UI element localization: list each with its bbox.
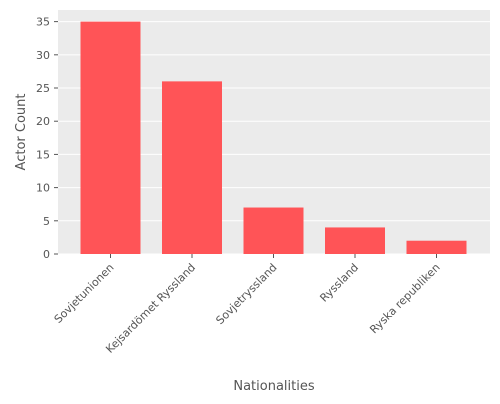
x-tick-label: Sovjetryssland [213,261,279,327]
x-tick-label: Ryssland [317,261,361,305]
x-axis-title: Nationalities [233,379,314,394]
y-tick-label: 25 [36,82,50,95]
bar [325,227,385,254]
y-tick-label: 30 [36,49,50,62]
y-tick-label: 5 [43,215,50,228]
bar [243,207,304,254]
y-tick-label: 0 [43,248,50,261]
y-tick-label: 10 [36,182,50,195]
x-tick-label: Ryska republiken [367,261,442,336]
y-tick-label: 20 [36,115,50,128]
bar [80,21,141,254]
bar [406,240,467,254]
y-tick-label: 15 [36,148,50,161]
x-tick-label: Kejsardömet Ryssland [103,261,198,356]
y-axis-ticks: 0 5 10 15 20 25 30 35 [36,16,58,261]
y-axis-title: Actor Count [14,94,29,171]
y-tick-label: 35 [36,16,50,29]
bars [80,21,467,255]
bar [162,81,222,255]
x-tick-label: Sovjetunionen [52,261,117,326]
